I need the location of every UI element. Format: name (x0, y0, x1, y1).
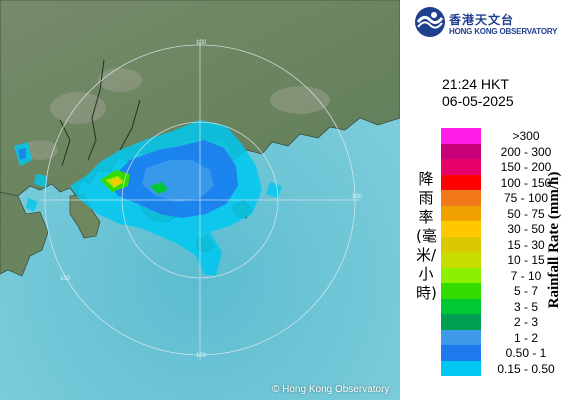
legend-range-label: 3 - 5 (513, 299, 538, 314)
legend-swatch (441, 205, 481, 221)
legend-range-label: 1 - 2 (513, 330, 538, 345)
legend-swatch (441, 314, 481, 330)
legend-swatch (441, 267, 481, 283)
range-ring-label-west: 100 (60, 276, 71, 282)
legend-swatch (441, 143, 481, 159)
legend-row: 1 - 2 (441, 329, 571, 345)
legend-swatch (441, 298, 481, 314)
legend-row: 5 - 7 (441, 283, 571, 299)
legend-swatch (441, 283, 481, 299)
legend-range-label: 5 - 7 (513, 284, 538, 298)
range-ring-label-east: 100 (352, 194, 363, 200)
radar-map[interactable]: 100 100 100 100 © Hong Kong Observatory (0, 0, 400, 400)
radar-date: 06-05-2025 (442, 93, 514, 109)
legend-swatch (441, 174, 481, 190)
legend-range-label: >300 (512, 129, 540, 143)
legend-swatch (441, 360, 481, 376)
hko-logo-icon (415, 7, 445, 37)
legend-swatch (441, 329, 481, 345)
legend-row: 150 - 200 (441, 159, 571, 175)
legend-row: 3 - 5 (441, 298, 571, 314)
logo-english-name: HONG KONG OBSERVATORY (449, 27, 558, 36)
legend-row: 200 - 300 (441, 143, 571, 159)
legend-swatch (441, 159, 481, 175)
legend-range-label: 2 - 3 (513, 315, 538, 329)
rainfall-legend: >300 200 - 300 150 - 200 100 - 150 75 - 100 5… (441, 128, 571, 376)
legend-range-label: 15 - 30 (507, 237, 545, 252)
legend-panel: 香港天文台 HONG KONG OBSERVATORY 21:24 HKT 06… (400, 0, 577, 400)
legend-row: 75 - 100 (441, 190, 571, 206)
legend-range-label: 30 - 50 (507, 222, 545, 236)
legend-range-label: 75 - 100 (503, 191, 549, 205)
legend-swatch (441, 236, 481, 252)
range-ring-label-south: 100 (196, 353, 207, 359)
legend-swatch (441, 345, 481, 361)
legend-swatch (441, 252, 481, 268)
legend-title-chinese: 降雨率(毫米/小時) (416, 170, 437, 302)
legend-range-label: 10 - 15 (507, 253, 545, 267)
legend-row: 50 - 75 (441, 205, 571, 221)
range-ring-label-north: 100 (196, 40, 207, 46)
range-rings (40, 40, 360, 360)
legend-swatch (441, 128, 481, 144)
hko-logo[interactable]: 香港天文台 HONG KONG OBSERVATORY (414, 6, 574, 40)
legend-range-label: 0.50 - 1 (505, 346, 547, 360)
radar-map-graphic (0, 0, 400, 400)
legend-range-label: 50 - 75 (507, 206, 545, 221)
legend-range-label: 150 - 200 (500, 160, 552, 174)
legend-row: 30 - 50 (441, 221, 571, 237)
copyright-text: © Hong Kong Observatory (272, 384, 390, 395)
legend-swatch (441, 221, 481, 237)
legend-range-label: 0.15 - 0.50 (497, 361, 555, 376)
logo-chinese-name: 香港天文台 (449, 13, 515, 27)
legend-row: 15 - 30 (441, 236, 571, 252)
legend-row: 2 - 3 (441, 314, 571, 330)
legend-row: 0.50 - 1 (441, 345, 571, 361)
western-land (0, 191, 49, 277)
legend-swatch (441, 190, 481, 206)
legend-range-label: 200 - 300 (500, 144, 552, 159)
legend-row: 100 - 150 (441, 174, 571, 190)
legend-range-label: 7 - 10 (510, 268, 542, 283)
legend-row: 10 - 15 (441, 252, 571, 268)
legend-row: 0.15 - 0.50 (441, 360, 571, 376)
rain-echoes (14, 120, 282, 276)
legend-range-label: 100 - 150 (500, 175, 552, 190)
legend-row: 7 - 10 (441, 267, 571, 283)
legend-row: >300 (441, 128, 571, 144)
radar-time: 21:24 HKT (442, 76, 509, 92)
